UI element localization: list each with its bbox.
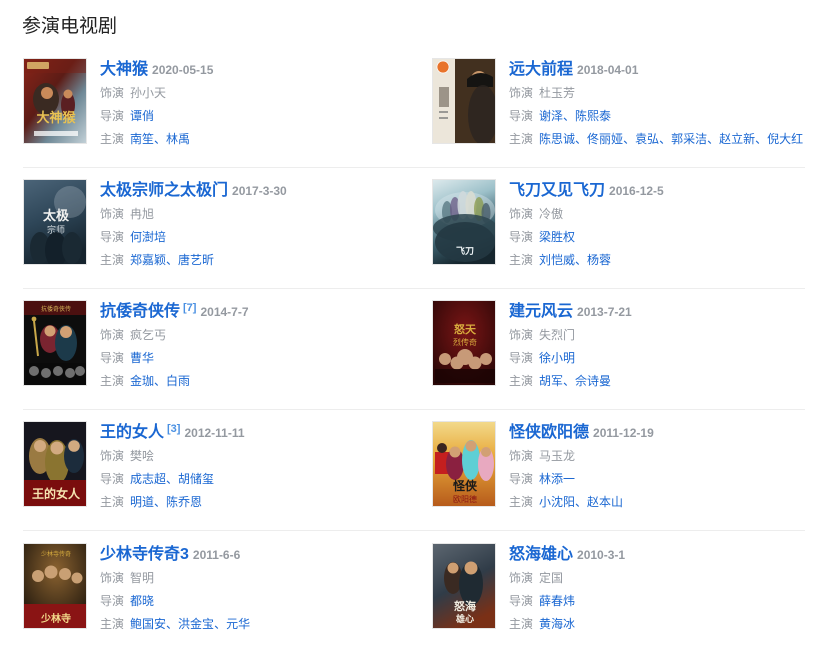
svg-text:怒天: 怒天 — [454, 322, 477, 336]
svg-text:雄心: 雄心 — [455, 613, 474, 624]
svg-text:欧阳德: 欧阳德 — [453, 494, 477, 504]
svg-text:烈传奇: 烈传奇 — [453, 337, 477, 347]
svg-text:大神猴: 大神猴 — [36, 110, 76, 125]
svg-text:抗倭奇侠传: 抗倭奇侠传 — [41, 305, 71, 313]
svg-text:太极: 太极 — [42, 208, 70, 223]
svg-text:王的女人: 王的女人 — [32, 486, 81, 501]
svg-text:少林寺: 少林寺 — [40, 612, 71, 625]
svg-text:少林寺传奇: 少林寺传奇 — [41, 550, 71, 558]
svg-text:怒海: 怒海 — [454, 599, 476, 613]
svg-text:怪侠: 怪侠 — [452, 478, 478, 493]
svg-text:飞刀: 飞刀 — [456, 246, 474, 256]
